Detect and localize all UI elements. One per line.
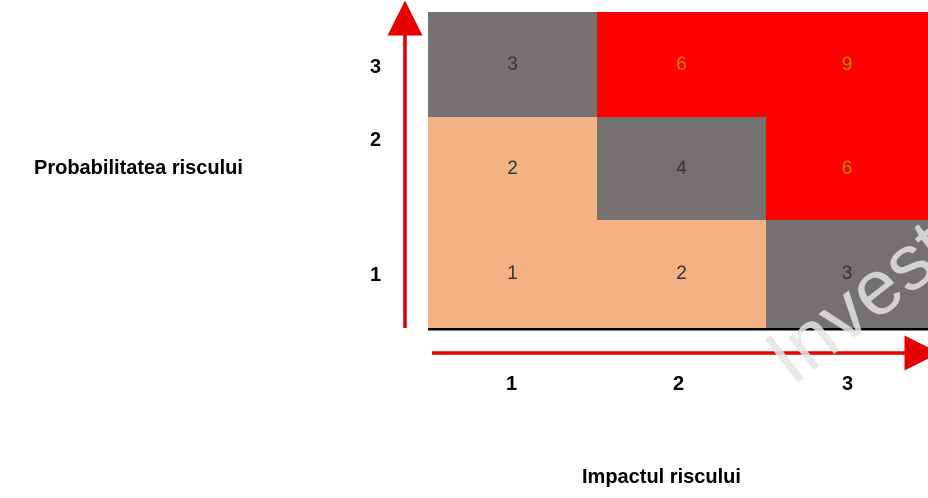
cell-p2-i2: 4 xyxy=(597,117,766,220)
cell-value: 1 xyxy=(507,263,518,284)
cell-value: 2 xyxy=(676,263,687,284)
x-tick-1: 1 xyxy=(506,373,518,395)
y-tick-2: 2 xyxy=(370,129,382,151)
cell-p2-i1: 2 xyxy=(428,117,597,220)
cell-value: 2 xyxy=(507,157,518,179)
cell-value: 6 xyxy=(841,157,853,179)
x-tick-2: 2 xyxy=(673,373,685,395)
x-tick-3: 3 xyxy=(842,373,854,395)
cell-value: 3 xyxy=(841,263,853,284)
y-axis-title: Probabilitatea riscului xyxy=(34,157,243,179)
y-tick-3: 3 xyxy=(370,56,382,78)
cell-p2-i3: 6 xyxy=(766,117,928,220)
cell-p3-i2: 6 xyxy=(597,12,766,117)
cell-p3-i3: 9 xyxy=(766,12,928,117)
cell-value: 6 xyxy=(676,53,687,75)
cell-value: 4 xyxy=(676,157,687,179)
cell-p1-i3: 3 xyxy=(766,220,928,328)
x-axis-title: Impactul riscului xyxy=(582,466,741,488)
y-tick-1: 1 xyxy=(370,264,382,286)
cell-p1-i2: 2 xyxy=(597,220,766,328)
cell-p1-i1: 1 xyxy=(428,220,597,328)
cell-p3-i1: 3 xyxy=(428,12,597,117)
cell-value: 3 xyxy=(507,53,518,75)
cell-value: 9 xyxy=(841,53,853,75)
